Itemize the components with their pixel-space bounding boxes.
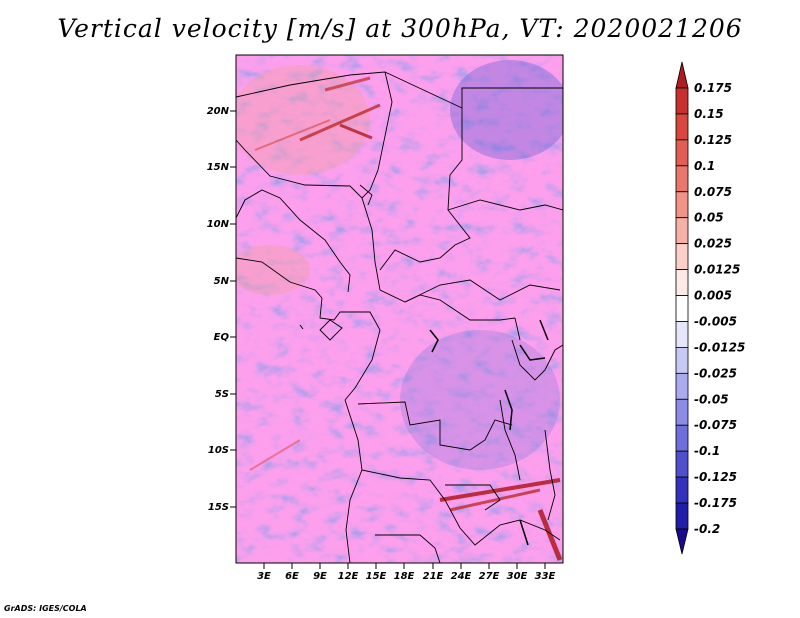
lat-tick: EQ — [214, 332, 236, 343]
lat-tick: 15N — [207, 162, 236, 173]
lon-tick-label: 24E — [451, 571, 472, 582]
colorbar-swatch — [675, 165, 689, 193]
lon-tick: 12E — [338, 563, 359, 582]
colorbar-label: -0.0125 — [694, 340, 745, 354]
colorbar-swatch — [675, 243, 689, 270]
colorbar-label: -0.05 — [694, 392, 729, 406]
lat-tick-label: 10N — [207, 219, 230, 230]
colorbar-swatch — [675, 139, 689, 167]
lat-tick-label: 20N — [207, 106, 230, 117]
lat-tick: 10S — [208, 445, 236, 456]
colorbar-label: -0.175 — [694, 496, 737, 510]
colorbar-swatch — [675, 398, 689, 426]
map-title: Vertical velocity [m/s] at 300hPa, VT: 2… — [57, 14, 743, 43]
lat-tick: 15S — [208, 502, 236, 513]
lon-tick: 33E — [535, 563, 556, 582]
lon-tick: 15E — [366, 563, 387, 582]
lon-tick-label: 3E — [257, 571, 271, 582]
colorbar-swatch — [675, 269, 689, 296]
colorbar-swatch — [675, 217, 689, 245]
lat-tick: 10N — [207, 219, 236, 230]
colorbar-swatch — [675, 113, 689, 141]
colorbar-label: 0.125 — [694, 133, 732, 147]
colorbar-swatch — [675, 295, 689, 322]
lon-tick-label: 27E — [479, 571, 500, 582]
lon-tick: 6E — [285, 563, 299, 582]
colorbar: 0.175 0.15 0.125 0.1 0.075 0.05 0.025 0.0125 0.0… — [675, 61, 745, 555]
lon-tick: 3E — [257, 563, 271, 582]
lake-outlines — [429, 319, 549, 546]
plot-frame — [235, 54, 564, 564]
lon-tick-label: 18E — [394, 571, 415, 582]
lon-tick: 21E — [423, 563, 444, 582]
vertical-velocity-field — [236, 55, 563, 563]
lon-axis: 3E 6E 9E 12E 15E 18E 21E 24E 27E 30E 33E — [257, 563, 556, 582]
colorbar-label: -0.2 — [694, 522, 720, 536]
colorbar-label: -0.005 — [694, 314, 737, 328]
colorbar-label: 0.175 — [694, 81, 732, 95]
lat-tick-label: EQ — [214, 332, 230, 343]
lat-tick-label: 10S — [208, 445, 229, 456]
lon-tick-label: 33E — [535, 571, 556, 582]
lat-tick: 5N — [214, 276, 236, 287]
lat-tick: 5S — [215, 389, 236, 400]
grads-credit: GrADS: IGES/COLA — [4, 604, 87, 613]
colorbar-swatch — [675, 87, 689, 115]
lon-tick-label: 30E — [507, 571, 528, 582]
colorbar-label: 0.15 — [694, 107, 724, 121]
colorbar-swatch — [675, 450, 689, 478]
lat-tick-label: 15N — [207, 162, 230, 173]
lon-tick: 27E — [479, 563, 500, 582]
lat-tick-label: 5N — [214, 276, 230, 287]
colorbar-top-arrow — [675, 61, 689, 89]
lon-tick: 18E — [394, 563, 415, 582]
colorbar-swatch — [675, 347, 689, 374]
colorbar-label: -0.075 — [694, 418, 737, 432]
lon-tick: 9E — [313, 563, 327, 582]
lon-tick-label: 21E — [423, 571, 444, 582]
colorbar-swatch — [675, 476, 689, 504]
colorbar-bottom-arrow — [675, 528, 689, 555]
colorbar-label: -0.125 — [694, 470, 737, 484]
colorbar-label: 0.075 — [694, 185, 732, 199]
lat-tick-label: 5S — [215, 389, 229, 400]
colorbar-label: -0.025 — [694, 366, 737, 380]
colorbar-label: 0.05 — [694, 211, 724, 225]
lon-tick-label: 9E — [313, 571, 327, 582]
lat-axis: 20N 15N 10N 5N EQ 5S 10S 15S — [207, 106, 236, 513]
lon-tick-label: 15E — [366, 571, 387, 582]
lat-tick-label: 15S — [208, 502, 229, 513]
colorbar-label: -0.1 — [694, 444, 720, 458]
lat-tick: 20N — [207, 106, 236, 117]
lon-tick: 30E — [507, 563, 528, 582]
colorbar-swatch — [675, 321, 689, 348]
colorbar-label: 0.005 — [694, 289, 732, 303]
colorbar-swatch — [675, 502, 689, 530]
country-borders — [236, 71, 563, 563]
colorbar-swatch — [675, 424, 689, 452]
colorbar-label: 0.025 — [694, 237, 732, 251]
lon-tick-label: 6E — [285, 571, 299, 582]
colorbar-label: 0.0125 — [694, 263, 740, 277]
colorbar-swatch — [675, 191, 689, 219]
colorbar-swatch — [675, 372, 689, 400]
lon-tick: 24E — [451, 563, 472, 582]
lon-tick-label: 12E — [338, 571, 359, 582]
colorbar-label: 0.1 — [694, 159, 715, 173]
